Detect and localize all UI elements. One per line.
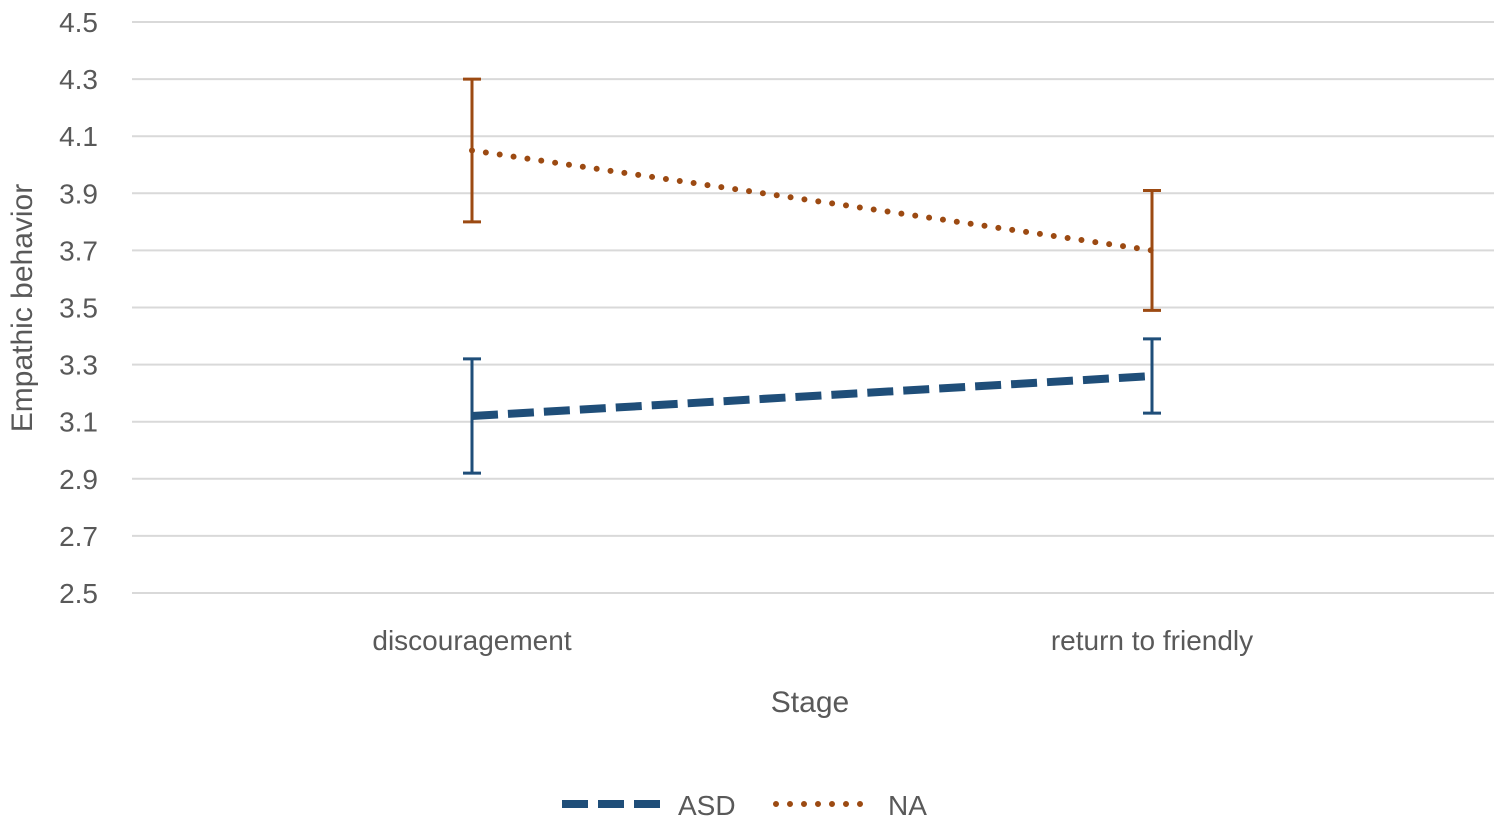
x-axis-ticks: discouragement return to friendly [372,625,1253,656]
y-tick-label: 4.1 [59,121,98,152]
y-tick-label: 3.3 [59,350,98,381]
gridlines [132,21,1494,594]
y-tick-label: 2.9 [59,464,98,495]
y-axis-ticks: 2.5 2.7 2.9 3.1 3.3 3.5 3.7 3.9 4.1 4.3 4.5 [59,7,98,609]
y-tick-label: 4.3 [59,64,98,95]
y-tick-label: 4.5 [59,7,98,38]
series-na [463,77,1161,312]
y-tick-label: 3.7 [59,235,98,266]
y-tick-label: 2.7 [59,521,98,552]
legend: ASD NA [562,790,927,821]
x-tick-label: return to friendly [1051,625,1253,656]
series-line [469,147,1155,254]
y-axis-title: Empathic behavior [6,184,39,432]
y-tick-label: 3.9 [59,178,98,209]
y-tick-label: 3.5 [59,293,98,324]
legend-label-asd: ASD [678,790,736,821]
legend-label-na: NA [888,790,927,821]
series-line [471,372,1153,420]
x-axis-title: Stage [771,686,849,719]
series-asd [463,337,1161,475]
x-tick-label: discouragement [372,625,571,656]
y-tick-label: 2.5 [59,578,98,609]
y-tick-label: 3.1 [59,407,98,438]
series-group [463,77,1161,475]
